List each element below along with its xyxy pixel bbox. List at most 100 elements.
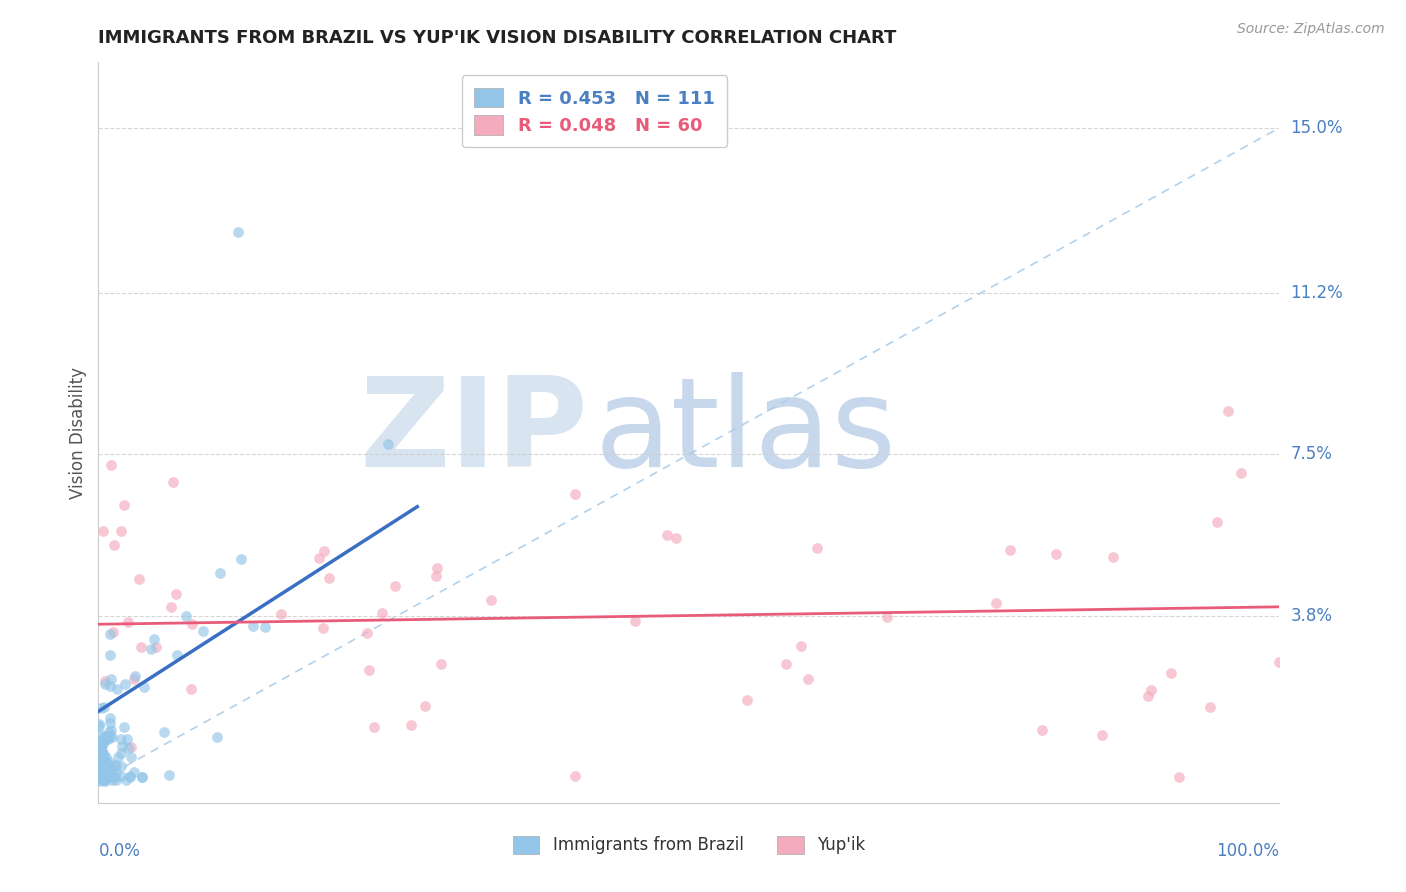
Immigrants from Brazil: [94, 763, 117, 777]
Immigrants from Brazil: [205, 731, 228, 745]
Immigrants from Brazil: [90, 739, 112, 754]
Immigrants from Brazil: [105, 681, 128, 696]
Yup'ik: [564, 487, 586, 501]
Immigrants from Brazil: [242, 619, 264, 633]
Immigrants from Brazil: [90, 741, 112, 756]
Yup'ik: [735, 693, 758, 707]
Yup'ik: [312, 622, 335, 636]
Immigrants from Brazil: [98, 711, 121, 725]
Immigrants from Brazil: [90, 745, 112, 759]
Text: 15.0%: 15.0%: [1291, 119, 1343, 136]
Yup'ik: [131, 640, 153, 654]
Immigrants from Brazil: [93, 765, 115, 780]
Immigrants from Brazil: [209, 566, 232, 580]
Immigrants from Brazil: [117, 740, 139, 755]
Text: IMMIGRANTS FROM BRAZIL VS YUP'IK VISION DISABILITY CORRELATION CHART: IMMIGRANTS FROM BRAZIL VS YUP'IK VISION …: [98, 29, 897, 47]
Immigrants from Brazil: [89, 758, 111, 772]
Yup'ik: [91, 524, 114, 538]
Immigrants from Brazil: [87, 717, 110, 731]
Immigrants from Brazil: [93, 770, 115, 784]
Text: 100.0%: 100.0%: [1216, 842, 1279, 860]
Yup'ik: [876, 609, 898, 624]
Immigrants from Brazil: [120, 769, 142, 783]
Immigrants from Brazil: [94, 729, 117, 743]
Immigrants from Brazil: [124, 764, 146, 779]
Immigrants from Brazil: [153, 725, 176, 739]
Immigrants from Brazil: [93, 773, 115, 788]
Yup'ik: [425, 568, 447, 582]
Yup'ik: [101, 625, 124, 640]
Yup'ik: [112, 498, 135, 512]
Immigrants from Brazil: [98, 770, 121, 784]
Yup'ik: [120, 739, 142, 754]
Immigrants from Brazil: [104, 772, 127, 787]
Immigrants from Brazil: [124, 669, 146, 683]
Immigrants from Brazil: [96, 731, 118, 745]
Immigrants from Brazil: [229, 551, 252, 566]
Immigrants from Brazil: [111, 739, 134, 754]
Yup'ik: [145, 640, 167, 654]
Immigrants from Brazil: [114, 677, 136, 691]
Immigrants from Brazil: [105, 765, 128, 780]
Yup'ik: [1229, 466, 1251, 480]
Immigrants from Brazil: [98, 770, 121, 784]
Immigrants from Brazil: [98, 755, 121, 769]
Yup'ik: [624, 614, 647, 628]
Yup'ik: [984, 596, 1007, 610]
Immigrants from Brazil: [110, 731, 132, 746]
Immigrants from Brazil: [94, 770, 117, 784]
Yup'ik: [94, 674, 117, 689]
Immigrants from Brazil: [90, 728, 112, 742]
Immigrants from Brazil: [87, 769, 110, 783]
Immigrants from Brazil: [143, 632, 166, 646]
Immigrants from Brazil: [100, 730, 122, 744]
Yup'ik: [100, 458, 122, 473]
Yup'ik: [124, 673, 146, 687]
Yup'ik: [790, 639, 813, 653]
Yup'ik: [103, 538, 125, 552]
Immigrants from Brazil: [166, 648, 188, 662]
Immigrants from Brazil: [94, 769, 117, 783]
Yup'ik: [415, 698, 437, 713]
Immigrants from Brazil: [98, 729, 121, 743]
Immigrants from Brazil: [91, 734, 114, 748]
Immigrants from Brazil: [93, 699, 115, 714]
Yup'ik: [117, 615, 139, 629]
Yup'ik: [479, 593, 502, 607]
Immigrants from Brazil: [107, 749, 129, 764]
Immigrants from Brazil: [87, 769, 110, 783]
Yup'ik: [1206, 515, 1229, 529]
Immigrants from Brazil: [120, 750, 142, 764]
Text: 0.0%: 0.0%: [98, 842, 141, 860]
Immigrants from Brazil: [120, 770, 142, 784]
Yup'ik: [371, 606, 394, 620]
Immigrants from Brazil: [90, 753, 112, 767]
Yup'ik: [270, 607, 292, 622]
Immigrants from Brazil: [115, 732, 138, 747]
Immigrants from Brazil: [174, 608, 197, 623]
Yup'ik: [806, 541, 828, 556]
Yup'ik: [165, 587, 187, 601]
Text: Source: ZipAtlas.com: Source: ZipAtlas.com: [1237, 22, 1385, 37]
Immigrants from Brazil: [90, 762, 112, 776]
Immigrants from Brazil: [114, 773, 136, 788]
Immigrants from Brazil: [98, 770, 121, 784]
Immigrants from Brazil: [193, 624, 215, 639]
Yup'ik: [356, 626, 378, 640]
Yup'ik: [1137, 690, 1160, 704]
Immigrants from Brazil: [101, 772, 124, 787]
Yup'ik: [1140, 683, 1163, 698]
Immigrants from Brazil: [91, 771, 114, 785]
Yup'ik: [357, 663, 380, 677]
Yup'ik: [1031, 723, 1053, 737]
Yup'ik: [665, 531, 688, 545]
Immigrants from Brazil: [90, 735, 112, 749]
Y-axis label: Vision Disability: Vision Disability: [69, 367, 87, 499]
Immigrants from Brazil: [100, 770, 122, 784]
Yup'ik: [797, 672, 820, 686]
Immigrants from Brazil: [98, 759, 121, 773]
Immigrants from Brazil: [100, 673, 122, 687]
Yup'ik: [1216, 404, 1239, 418]
Immigrants from Brazil: [87, 765, 110, 780]
Immigrants from Brazil: [104, 757, 127, 772]
